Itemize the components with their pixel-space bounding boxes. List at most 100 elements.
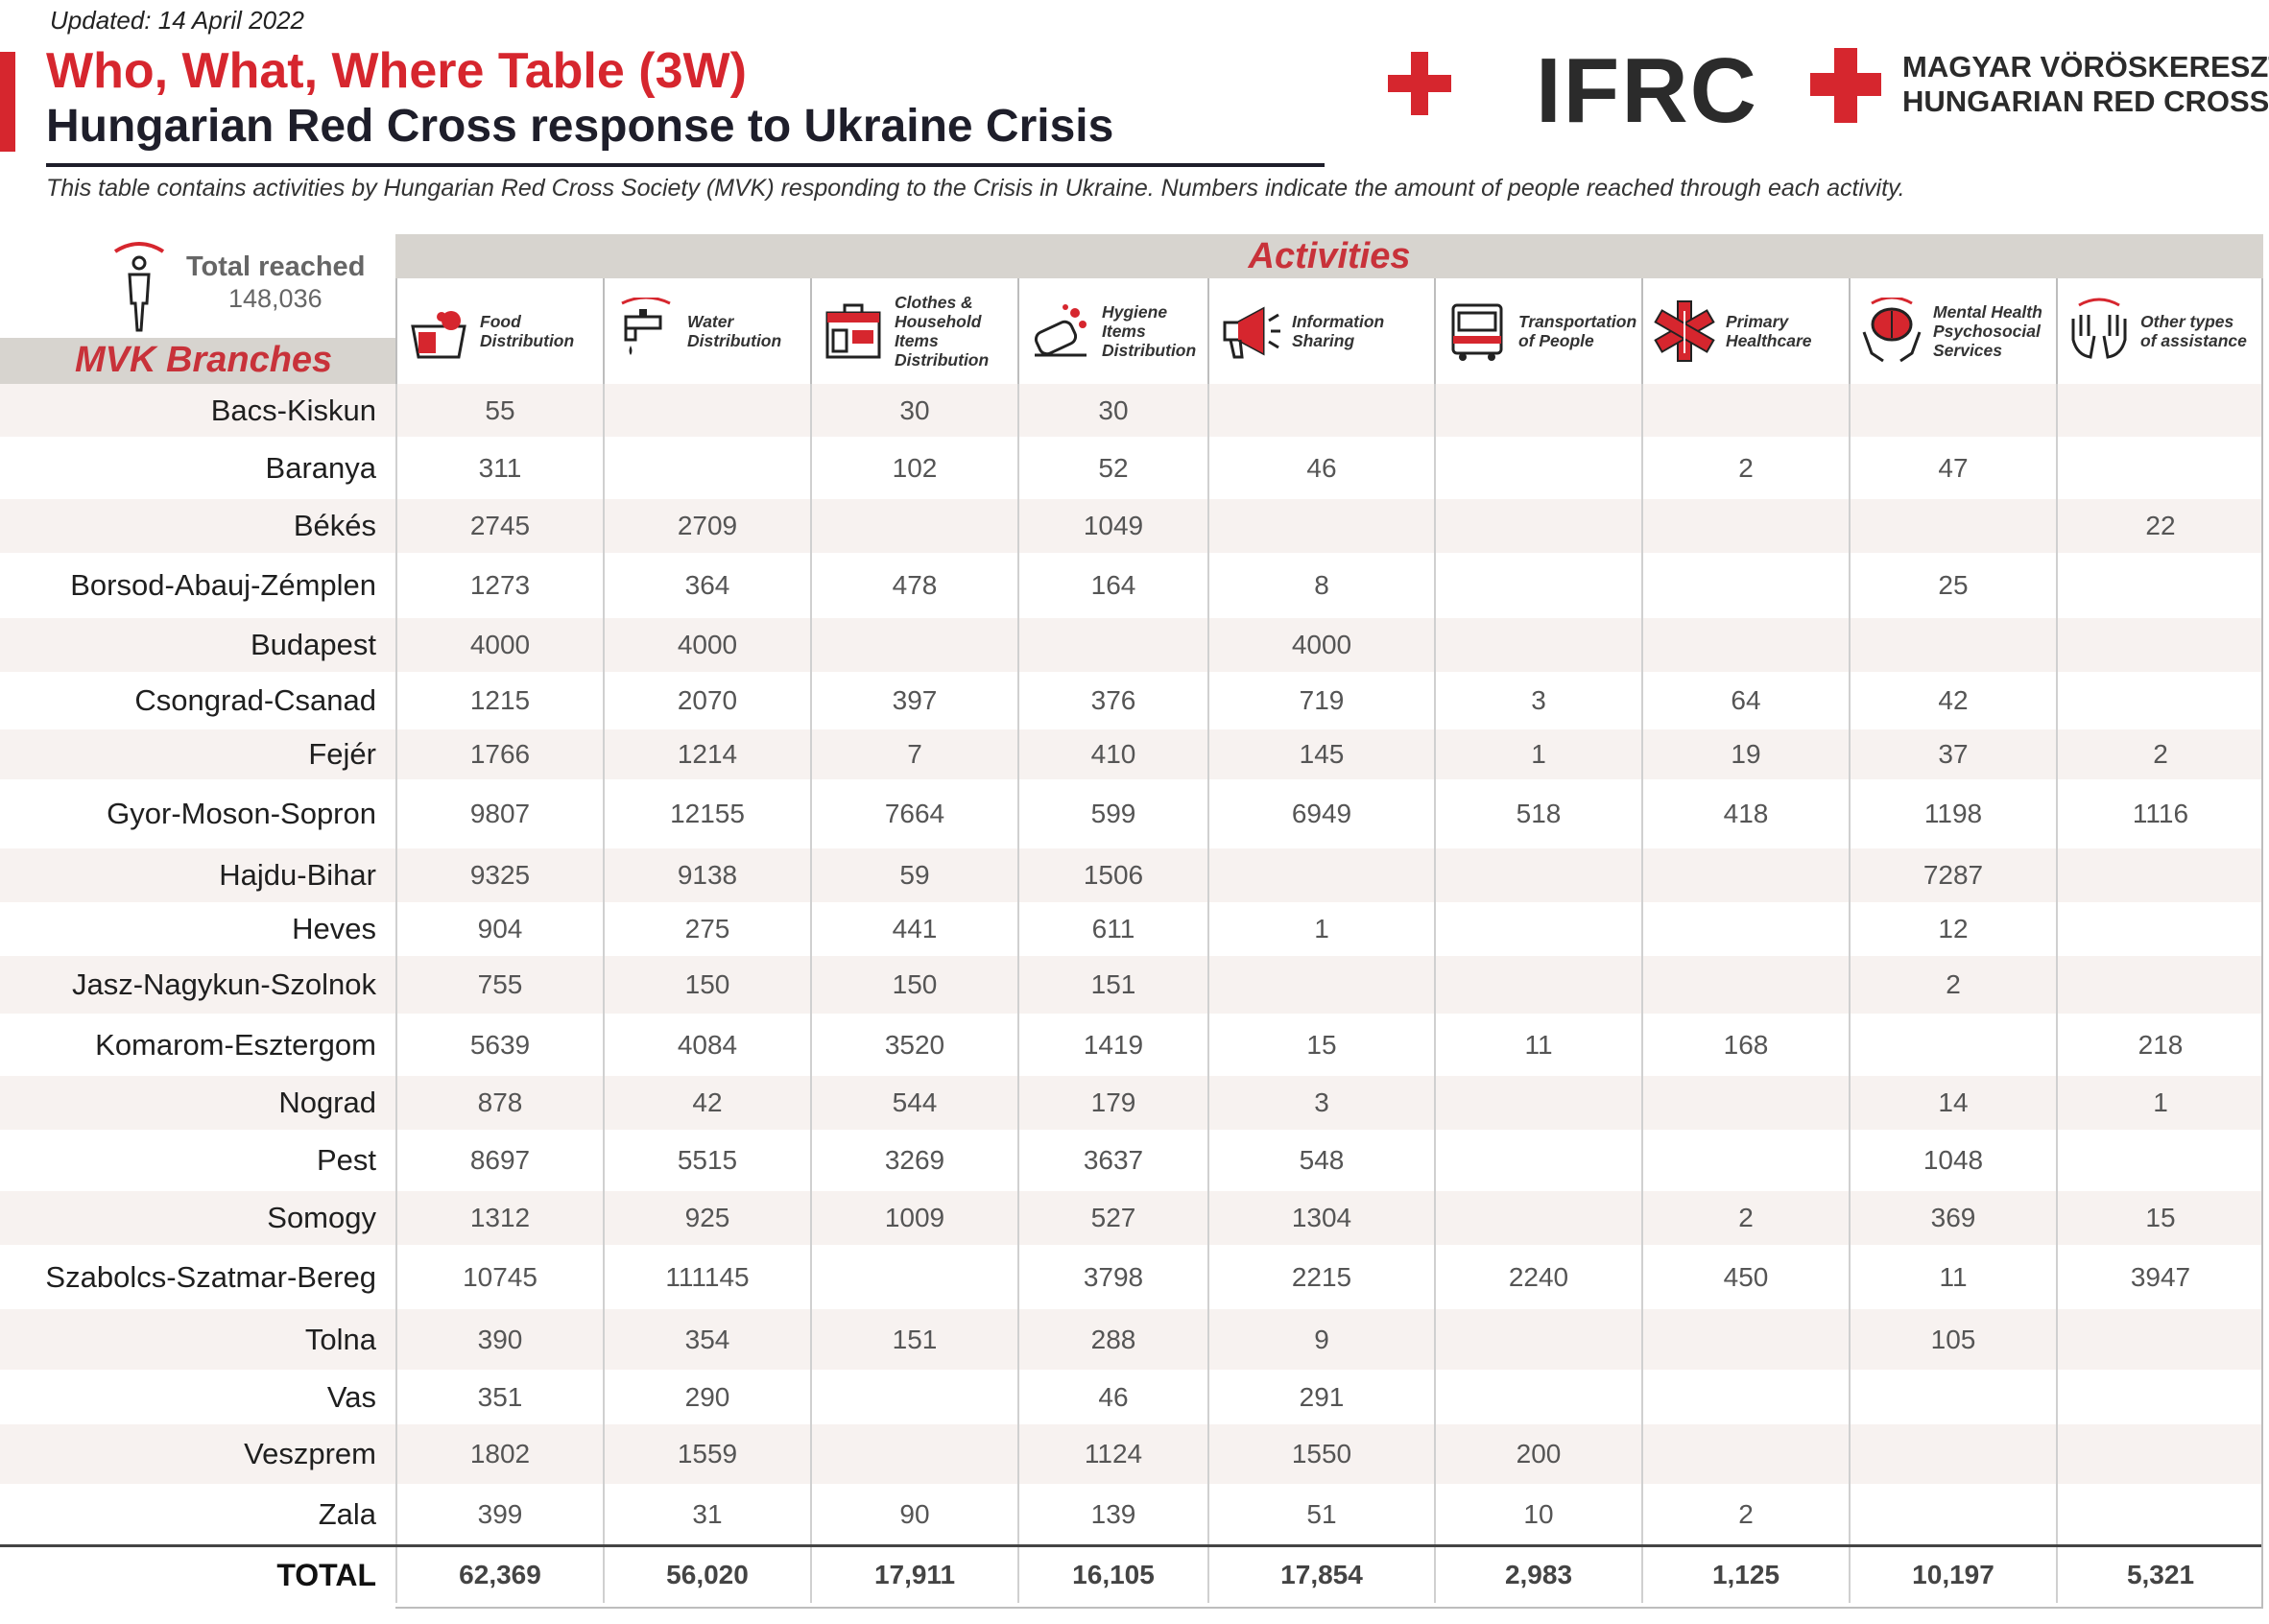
table-cell: 5515 [603, 1130, 810, 1191]
page-subtitle: Hungarian Red Cross response to Ukraine … [46, 101, 1114, 152]
table-row: Nograd 878 42 544 179 3 14 1 [0, 1076, 2263, 1130]
table-cell: 64 [1641, 672, 1849, 729]
branch-name: Zala [318, 1496, 376, 1531]
table-cell: 288 [1017, 1309, 1207, 1370]
table-cell: 11 [1434, 1014, 1641, 1076]
activity-label: Information Sharing [1292, 312, 1385, 350]
branch-name: Budapest [251, 628, 376, 661]
table-row: Baranya 311 102 52 46 2 47 [0, 437, 2263, 499]
table-cell: 518 [1434, 779, 1641, 848]
table-cell: 2 [1641, 437, 1849, 499]
table-cell: 10,197 [1849, 1547, 2056, 1603]
activities-header-label: Activities [1248, 236, 1411, 276]
table-cell: 755 [395, 956, 603, 1014]
table-cell: 150 [603, 956, 810, 1014]
total-row: TOTAL 62,369 56,020 17,911 16,105 17,854 2,983… [0, 1544, 2263, 1603]
table-cell [1849, 1014, 2056, 1076]
branch-name: Szabolcs-Szatmar-Bereg [45, 1259, 376, 1294]
table-cell [2056, 384, 2263, 437]
activity-header-2: Water Distribution [603, 278, 810, 384]
table-cell: 16,105 [1017, 1547, 1207, 1603]
table-cell: 7 [810, 729, 1017, 779]
mvk-name-en: HUNGARIAN RED CROSS [1902, 84, 2269, 118]
table-cell: 1506 [1017, 848, 1207, 902]
table-cell: 139 [1017, 1484, 1207, 1544]
table-row: Budapest 4000 4000 4000 [0, 618, 2263, 672]
branch-name: Fejér [308, 737, 376, 771]
table-right-border [2261, 278, 2263, 1609]
table-cell: 218 [2056, 1014, 2263, 1076]
table-cell [1641, 1370, 1849, 1424]
table-cell: 2,983 [1434, 1547, 1641, 1603]
branch-name: Pest [316, 1143, 376, 1177]
ifrc-wordmark: IFRC [1536, 39, 1758, 142]
activity-header-6: Transportation of People [1434, 278, 1641, 384]
table-cell: 527 [1017, 1191, 1207, 1245]
activity-header-7: Primary Healthcare [1641, 278, 1849, 384]
table-cell: 5639 [395, 1014, 603, 1076]
table-cell: 168 [1641, 1014, 1849, 1076]
table-cell [1434, 1309, 1641, 1370]
table-cell: 3947 [2056, 1245, 2263, 1309]
branch-name: Hajdu-Bihar [219, 858, 376, 892]
ifrc-logo: IFRC [1386, 39, 1770, 142]
table-cell [1641, 1424, 1849, 1484]
table-cell [2056, 672, 2263, 729]
red-cross-icon [1810, 48, 1881, 123]
table-cell: 1 [1434, 729, 1641, 779]
table-cell [1017, 618, 1207, 672]
activity-label: Hygiene Items Distribution [1102, 302, 1197, 360]
table-cell [2056, 437, 2263, 499]
table-cell: 1214 [603, 729, 810, 779]
table-cell: 111145 [603, 1245, 810, 1309]
table-cell: 2 [1849, 956, 2056, 1014]
activity-header-8: Mental Health Psychosocial Services [1849, 278, 2056, 384]
branch-name: Tolna [304, 1322, 376, 1356]
table-cell: 4000 [1207, 618, 1434, 672]
table-cell: 478 [810, 553, 1017, 618]
table-cell: 599 [1017, 779, 1207, 848]
table-cell: 3 [1207, 1076, 1434, 1130]
table-cell [1434, 553, 1641, 618]
table-cell: 7664 [810, 779, 1017, 848]
table-cell [2056, 956, 2263, 1014]
table-cell: 8 [1207, 553, 1434, 618]
table-cell: 275 [603, 902, 810, 956]
activity-label: Primary Healthcare [1726, 312, 1812, 350]
table-cell: 719 [1207, 672, 1434, 729]
table-cell: 9138 [603, 848, 810, 902]
table-cell: 1559 [603, 1424, 810, 1484]
table-cell: 450 [1641, 1245, 1849, 1309]
table-cell [1641, 499, 1849, 553]
table-cell: 2745 [395, 499, 603, 553]
table-cell: 59 [810, 848, 1017, 902]
brain-hands-icon [1862, 298, 1922, 363]
activity-header-4: Hygiene Items Distribution [1017, 278, 1207, 384]
table-cell: 418 [1641, 779, 1849, 848]
table-cell: 410 [1017, 729, 1207, 779]
total-reached-value: 148,036 [228, 284, 322, 313]
table-cell: 397 [810, 672, 1017, 729]
table-row: Zala 399 31 90 139 51 10 2 [0, 1484, 2263, 1544]
table-cell: 390 [395, 1309, 603, 1370]
table-cell: 102 [810, 437, 1017, 499]
table-cell: 12 [1849, 902, 2056, 956]
person-icon [113, 242, 165, 332]
table-row: Békés 2745 2709 1049 22 [0, 499, 2263, 553]
table-cell [1207, 384, 1434, 437]
table-cell: 164 [1017, 553, 1207, 618]
table-cell: 3520 [810, 1014, 1017, 1076]
table-cell: 46 [1017, 1370, 1207, 1424]
table-cell: 1304 [1207, 1191, 1434, 1245]
table-cell: 925 [603, 1191, 810, 1245]
table-cell: 1049 [1017, 499, 1207, 553]
table-cell: 12155 [603, 779, 810, 848]
branch-name: Baranya [265, 450, 376, 485]
table-cell: 105 [1849, 1309, 2056, 1370]
table-cell: 37 [1849, 729, 2056, 779]
table-cell: 10745 [395, 1245, 603, 1309]
activity-header-row: Food Distribution Water Distribution Cloth… [395, 278, 2263, 384]
table-cell: 5,321 [2056, 1547, 2263, 1603]
table-cell: 46 [1207, 437, 1434, 499]
